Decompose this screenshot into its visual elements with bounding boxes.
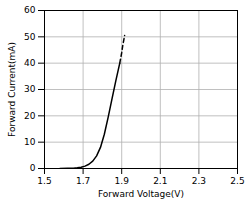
svg-text:40: 40 [24, 58, 36, 68]
svg-text:2.1: 2.1 [153, 176, 167, 186]
svg-text:60: 60 [24, 5, 36, 15]
svg-text:50: 50 [24, 32, 36, 42]
svg-text:10: 10 [24, 137, 36, 147]
svg-text:1.9: 1.9 [115, 176, 130, 186]
svg-text:2.3: 2.3 [192, 176, 206, 186]
svg-text:30: 30 [24, 84, 36, 94]
svg-text:Forward Voltage(V): Forward Voltage(V) [98, 189, 184, 199]
svg-text:0: 0 [30, 163, 36, 173]
svg-text:2.5: 2.5 [230, 176, 244, 186]
svg-text:20: 20 [24, 111, 36, 121]
svg-text:1.7: 1.7 [76, 176, 90, 186]
svg-text:1.5: 1.5 [37, 176, 51, 186]
svg-text:Forward Current(mA): Forward Current(mA) [7, 42, 17, 137]
